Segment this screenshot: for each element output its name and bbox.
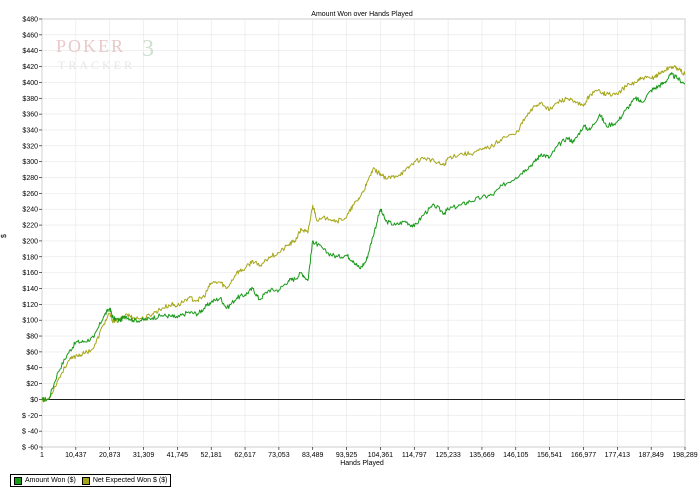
y-tick-label: $340	[22, 127, 38, 134]
y-tick-label: $ -20	[22, 413, 38, 420]
y-tick-label: $380	[22, 96, 38, 103]
x-tick-label: 62,617	[234, 452, 256, 459]
x-tick-label: 73,053	[268, 452, 290, 459]
x-axis-label: Hands Played	[340, 460, 384, 467]
y-tick-label: $220	[22, 223, 38, 230]
x-tick-label: 146,105	[503, 452, 528, 459]
x-tick-label: 156,541	[537, 452, 562, 459]
y-tick-label: $180	[22, 254, 38, 261]
logo-tracker-text: TRACKER	[58, 58, 135, 72]
y-tick-label: $200	[22, 238, 38, 245]
y-tick-label: $240	[22, 207, 38, 214]
legend-swatch-amount-won	[14, 476, 22, 485]
y-tick-label: $460	[22, 32, 38, 39]
x-tick-label: 166,977	[571, 452, 596, 459]
y-tick-label: $0	[30, 397, 38, 404]
x-axis-ticks: 1 10,437 20,873 31,309 41,745 52,181 62,617 73,…	[40, 447, 698, 459]
x-tick-label: 10,437	[65, 452, 87, 459]
x-tick-label: 41,745	[167, 452, 189, 459]
poker-tracker-logo: POKER 3 TRACKER	[56, 36, 154, 72]
legend-label-net-expected: Net Expected Won $ ($)	[92, 477, 168, 484]
x-tick-label: 177,413	[605, 452, 630, 459]
legend-swatch-net-expected	[81, 476, 90, 485]
y-tick-label: $140	[22, 286, 38, 293]
legend-item-amount-won: Amount Won ($)	[14, 476, 76, 485]
series-net-expected-line	[41, 65, 686, 403]
x-tick-label: 114,797	[402, 452, 427, 459]
series-amount-won-line	[41, 72, 686, 402]
logo-poker-text: POKER	[56, 36, 125, 56]
logo-number: 3	[142, 36, 154, 62]
y-tick-label: $80	[26, 334, 38, 341]
x-tick-label: 135,669	[469, 452, 494, 459]
y-tick-label: $ -40	[22, 429, 38, 436]
y-tick-label: $480	[22, 17, 38, 24]
y-tick-label: $120	[22, 302, 38, 309]
grid	[41, 18, 686, 448]
x-tick-label: 187,849	[639, 452, 664, 459]
x-tick-label: 20,873	[99, 452, 121, 459]
y-tick-label: $320	[22, 143, 38, 150]
y-tick-label: $60	[26, 349, 38, 356]
y-tick-label: $420	[22, 64, 38, 71]
y-tick-label: $280	[22, 175, 38, 182]
y-tick-label: $440	[22, 48, 38, 55]
x-tick-label: 198,289	[672, 452, 697, 459]
y-tick-label: $40	[26, 365, 38, 372]
legend-label-amount-won: Amount Won ($)	[25, 477, 76, 484]
legend: Amount Won ($) Net Expected Won $ ($)	[10, 474, 172, 487]
plot-area	[41, 18, 686, 448]
x-tick-label: 125,233	[435, 452, 460, 459]
x-tick-label: 1	[40, 452, 44, 459]
y-axis-label: $	[1, 234, 8, 238]
y-tick-label: $300	[22, 159, 38, 166]
x-tick-label: 93,925	[336, 452, 358, 459]
y-tick-label: $360	[22, 112, 38, 119]
y-tick-label: $400	[22, 80, 38, 87]
x-tick-label: 83,489	[302, 452, 324, 459]
y-tick-label: $160	[22, 270, 38, 277]
y-axis-ticks: $ -60 $ -40 $ -20 $0 $20 $40 $60 $80 $100 $120 $14…	[22, 17, 42, 452]
y-tick-label: $20	[26, 381, 38, 388]
x-tick-label: 104,361	[368, 452, 393, 459]
y-tick-label: $ -60	[22, 445, 38, 452]
y-tick-label: $260	[22, 191, 38, 198]
x-tick-label: 31,309	[133, 452, 155, 459]
x-tick-label: 52,181	[200, 452, 222, 459]
series-layer	[41, 65, 686, 403]
chart-title: Amount Won over Hands Played	[311, 11, 413, 18]
legend-item-net-expected: Net Expected Won $ ($)	[81, 476, 168, 485]
y-tick-label: $100	[22, 318, 38, 325]
